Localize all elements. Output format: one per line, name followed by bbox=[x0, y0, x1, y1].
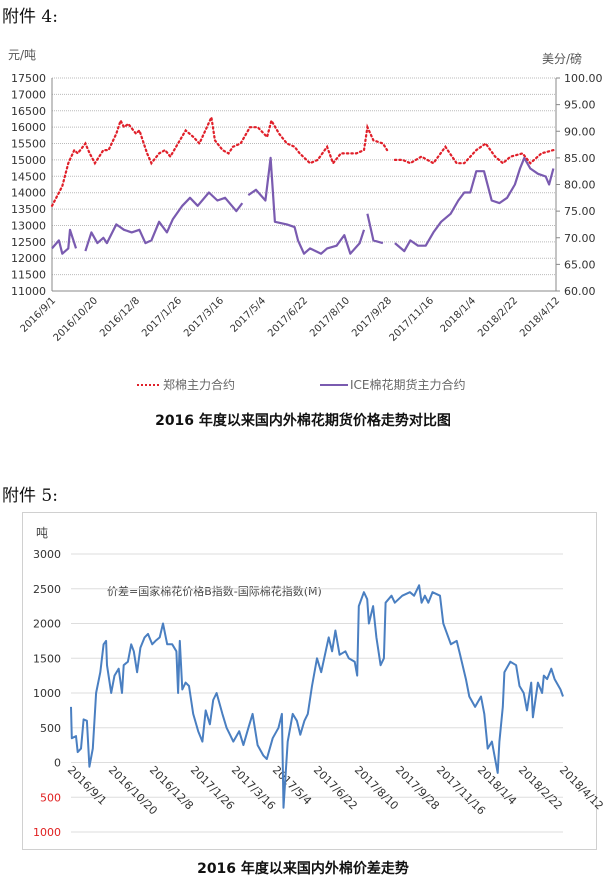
x-tick-label: 2017/5/4 bbox=[229, 295, 269, 335]
spread-chart-frame bbox=[22, 512, 597, 850]
left-tick-label: 15000 bbox=[11, 154, 46, 167]
x-tick-label: 2018/4/12 bbox=[518, 295, 562, 339]
price-spread-line bbox=[70, 584, 564, 809]
legend-item-zhengzhou: 郑棉主力合约 bbox=[137, 376, 235, 393]
y-tick-label: 500 bbox=[40, 722, 61, 735]
legend-label: 郑棉主力合约 bbox=[163, 378, 236, 392]
y-tick-label: 500 bbox=[40, 791, 61, 804]
y-tick-label: 3000 bbox=[33, 548, 61, 561]
left-tick-label: 12000 bbox=[11, 252, 46, 265]
left-tick-label: 16000 bbox=[11, 121, 46, 134]
right-tick-label: 70.00 bbox=[564, 232, 596, 245]
x-tick-label: 2017/1/26 bbox=[140, 295, 184, 339]
x-tick-label: 2017/11/16 bbox=[388, 295, 437, 344]
x-tick-label: 2018/4/12 bbox=[557, 763, 606, 812]
x-tick-label: 2017/6/22 bbox=[266, 295, 310, 339]
ice-futures-line bbox=[51, 156, 555, 255]
right-tick-label: 90.00 bbox=[564, 125, 596, 138]
y-tick-label: 1000 bbox=[33, 826, 61, 839]
x-tick-label: 2016/12/8 bbox=[98, 295, 142, 339]
legend-label: ICE棉花期货主力合约 bbox=[350, 378, 466, 392]
right-tick-label: 100.00 bbox=[564, 72, 603, 85]
spread-chart: 3000 2500 2000 1500 1000 500 0 500 1000 2016/9/1 2… bbox=[33, 548, 606, 839]
x-tick-label: 2017/8/10 bbox=[308, 295, 352, 339]
x-tick-label: 2018/1/4 bbox=[439, 295, 479, 335]
right-tick-label: 60.00 bbox=[564, 285, 596, 298]
left-tick-label: 14500 bbox=[11, 170, 46, 183]
left-tick-label: 14000 bbox=[11, 187, 46, 200]
spread-unit: 吨 bbox=[36, 526, 49, 540]
legend-swatch-red bbox=[137, 383, 159, 386]
left-tick-label: 16500 bbox=[11, 105, 46, 118]
y-tick-label: 2500 bbox=[33, 583, 61, 596]
zhengzhou-futures-line bbox=[50, 113, 555, 207]
x-tick-label: 2016/9/1 bbox=[19, 295, 59, 335]
chart-1-caption: 2016 年度以来国内外棉花期货价格走势对比图 bbox=[155, 413, 451, 429]
x-tick-label: 2016/10/20 bbox=[52, 295, 101, 344]
y-tick-label: 0 bbox=[54, 757, 61, 770]
right-tick-label: 80.00 bbox=[564, 179, 596, 192]
y-tick-label: 2000 bbox=[33, 618, 61, 631]
left-tick-label: 11000 bbox=[11, 285, 46, 298]
chart-2-caption: 2016 年度以来国内外棉价差走势 bbox=[197, 861, 409, 877]
x-tick-label: 2017/9/28 bbox=[350, 295, 394, 339]
left-tick-label: 17500 bbox=[11, 72, 46, 85]
left-tick-label: 13000 bbox=[11, 219, 46, 232]
attachment-4-label: 附件 4: bbox=[2, 7, 58, 27]
legend-swatch-purple bbox=[320, 383, 348, 386]
left-tick-label: 12500 bbox=[11, 236, 46, 249]
futures-price-chart: 11000 11500 12000 12500 13000 13500 14000 14500… bbox=[11, 72, 603, 344]
attachment-5-label: 附件 5: bbox=[2, 486, 58, 506]
x-tick-label: 2016/9/1 bbox=[65, 763, 109, 807]
x-tick-label: 2017/3/16 bbox=[182, 295, 226, 339]
left-tick-label: 17000 bbox=[11, 88, 46, 101]
right-tick-label: 75.00 bbox=[564, 205, 596, 218]
left-tick-label: 11500 bbox=[11, 269, 46, 282]
left-tick-label: 13500 bbox=[11, 203, 46, 216]
right-tick-label: 85.00 bbox=[564, 152, 596, 165]
y-tick-label: 1000 bbox=[33, 687, 61, 700]
legend-item-ice: ICE棉花期货主力合约 bbox=[320, 376, 466, 393]
right-tick-label: 65.00 bbox=[564, 258, 596, 271]
x-tick-label: 2018/2/22 bbox=[476, 295, 520, 339]
right-axis-unit: 美分/磅 bbox=[542, 52, 583, 66]
y-tick-label: 1500 bbox=[33, 652, 61, 665]
right-tick-label: 95.00 bbox=[564, 99, 596, 112]
left-tick-label: 15500 bbox=[11, 138, 46, 151]
left-axis-unit: 元/吨 bbox=[8, 48, 37, 62]
